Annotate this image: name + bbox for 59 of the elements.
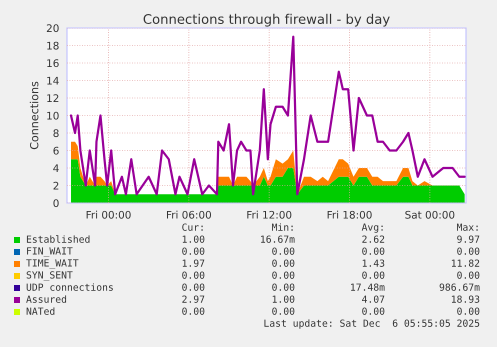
y-tick-label: 20 <box>46 24 59 32</box>
line-series <box>70 36 466 196</box>
text: 986.67m <box>440 283 480 291</box>
text: 0.00 <box>457 307 480 315</box>
legend-label: UDP connections <box>26 283 113 291</box>
text: 0.00 <box>182 247 204 255</box>
y-tick-label: 14 <box>47 76 59 84</box>
text: 2.62 <box>362 235 384 243</box>
y-tick-label: 6 <box>53 146 59 155</box>
legend-label: Established <box>26 235 90 243</box>
text: Last update: Sat Dec 6 05:55:05 2025 <box>264 319 480 329</box>
text: 0.00 <box>272 247 294 255</box>
text: 17.48m <box>351 283 385 291</box>
text: 0.00 <box>272 283 294 291</box>
text: 0.00 <box>457 247 480 255</box>
text: Max: <box>456 224 478 231</box>
text: 18.93 <box>452 295 480 303</box>
text: 0.00 <box>362 247 384 255</box>
x-tick-label: Fri 18:00 <box>328 210 372 219</box>
text: 9.97 <box>457 235 480 243</box>
text: Avg: <box>362 224 383 233</box>
text: 1.97 <box>182 259 204 267</box>
text: 1.43 <box>362 259 384 267</box>
text: 1.00 <box>182 235 204 243</box>
chart-title: Connections through firewall - by day <box>144 14 390 27</box>
x-tick-label: Fri 00:00 <box>86 210 131 219</box>
x-tick-label: Sat 00:00 <box>405 210 454 219</box>
text: 2.97 <box>182 295 204 303</box>
y-tick-label: 12 <box>47 94 58 102</box>
legend-label: SYN_SENT <box>26 271 73 281</box>
text: 0.00 <box>272 259 294 267</box>
y-tick-label: 18 <box>47 42 59 50</box>
y-tick-label: 10 <box>47 112 59 120</box>
legend-label: TIME_WAIT <box>26 259 78 269</box>
text: Cur: <box>182 223 203 231</box>
text: 16.67m <box>261 235 295 243</box>
text: 4.07 <box>362 295 384 303</box>
y-tick-label: 0 <box>53 199 59 208</box>
y-tick-label: 8 <box>53 129 59 138</box>
text: 0.00 <box>362 271 384 279</box>
x-tick-label: Fri 06:00 <box>166 210 212 219</box>
text: 11.82 <box>452 259 480 267</box>
legend-label: Assured <box>26 295 66 303</box>
text: 0.00 <box>182 271 204 279</box>
y-tick-label: 4 <box>53 164 59 172</box>
text: 0.00 <box>182 283 204 291</box>
y-tick-label: 16 <box>47 59 59 68</box>
text: 0.00 <box>272 307 294 315</box>
legend-label: FIN_WAIT <box>27 247 73 257</box>
x-tick-label: Fri 12:00 <box>247 210 292 219</box>
y-axis-title: Connections <box>30 82 38 150</box>
text: 0.00 <box>457 271 480 279</box>
text: 0.00 <box>362 307 384 315</box>
text: Min: <box>272 223 293 231</box>
text: 0.00 <box>182 307 204 315</box>
y-tick-label: 2 <box>53 182 58 190</box>
text: 0.00 <box>272 271 294 279</box>
legend-label: NATed <box>26 307 54 315</box>
text: 1.00 <box>272 295 294 303</box>
